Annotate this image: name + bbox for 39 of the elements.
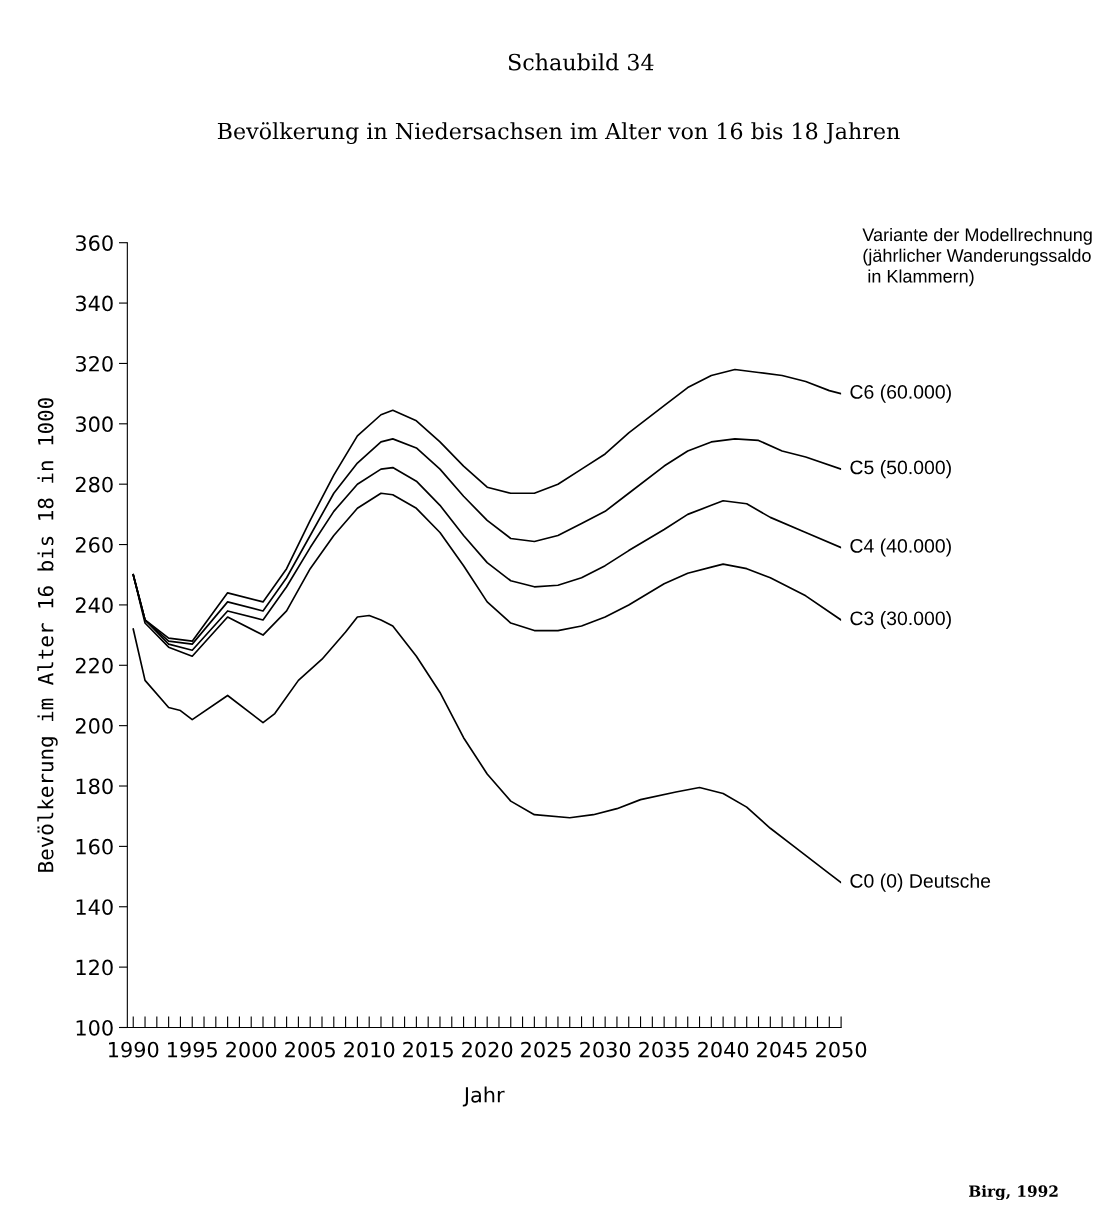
y-tick-label: 360 — [75, 235, 113, 251]
chart-title: Schaubild 34 — [508, 53, 654, 71]
text: Birg, 1992 — [969, 1185, 1058, 1201]
line-series — [132, 614, 842, 884]
y-tick-label: 280 — [75, 476, 113, 493]
y-tick-label: 320 — [75, 355, 113, 372]
x-tick-label: 1990 — [109, 1041, 159, 1058]
series-label: C4 (40.000) — [850, 538, 951, 557]
x-tick-label: 2035 — [639, 1041, 689, 1058]
y-tick-label: 100 — [76, 1019, 113, 1036]
y-axis-title: Bevölkerung im Alter 16 bis 18 in 1000 — [37, 398, 58, 872]
x-tick-label: 2000 — [226, 1041, 277, 1058]
y-tick-label: 340 — [75, 295, 113, 312]
y-tick-label: 220 — [75, 657, 113, 674]
x-tick-label: 2045 — [757, 1041, 807, 1058]
x-axis-title: Jahr — [462, 1086, 505, 1107]
y-tick-label: 120 — [76, 959, 113, 976]
y-tick-label: 180 — [76, 778, 113, 795]
series-label: C5 (50.000) — [850, 460, 951, 479]
series-label: C0 (0) Deutsche — [850, 873, 991, 892]
x-tick-label: 2015 — [403, 1041, 453, 1058]
series-label: C3 (30.000) — [850, 610, 951, 630]
x-tick-label: 1995 — [168, 1041, 217, 1058]
x-tick-label: 2050 — [816, 1041, 867, 1058]
x-tick-label: 2025 — [521, 1041, 571, 1058]
y-tick-label: 260 — [75, 537, 113, 553]
legend-title: Variante der Modellrechnung (jährlicher Wanderungssaldo in Klammern) — [862, 227, 1092, 287]
x-tick-label: 2020 — [462, 1041, 513, 1058]
y-tick-label: 300 — [75, 416, 113, 433]
y-tick-label: 240 — [75, 597, 113, 614]
y-tick-label: 160 — [76, 838, 113, 855]
x-tick-label: 2040 — [698, 1041, 749, 1058]
series-label: C6 (60.000) — [850, 384, 951, 403]
x-tick-label: 2005 — [285, 1041, 335, 1058]
y-tick-label: 140 — [76, 899, 113, 915]
x-tick-label: 2030 — [580, 1041, 631, 1058]
y-tick-label: 200 — [75, 718, 113, 734]
x-tick-label: 2010 — [344, 1041, 395, 1058]
chart-subtitle: Bevölkerung in Niedersachsen im Alter von 16 bis 18 Jahren — [217, 122, 900, 145]
